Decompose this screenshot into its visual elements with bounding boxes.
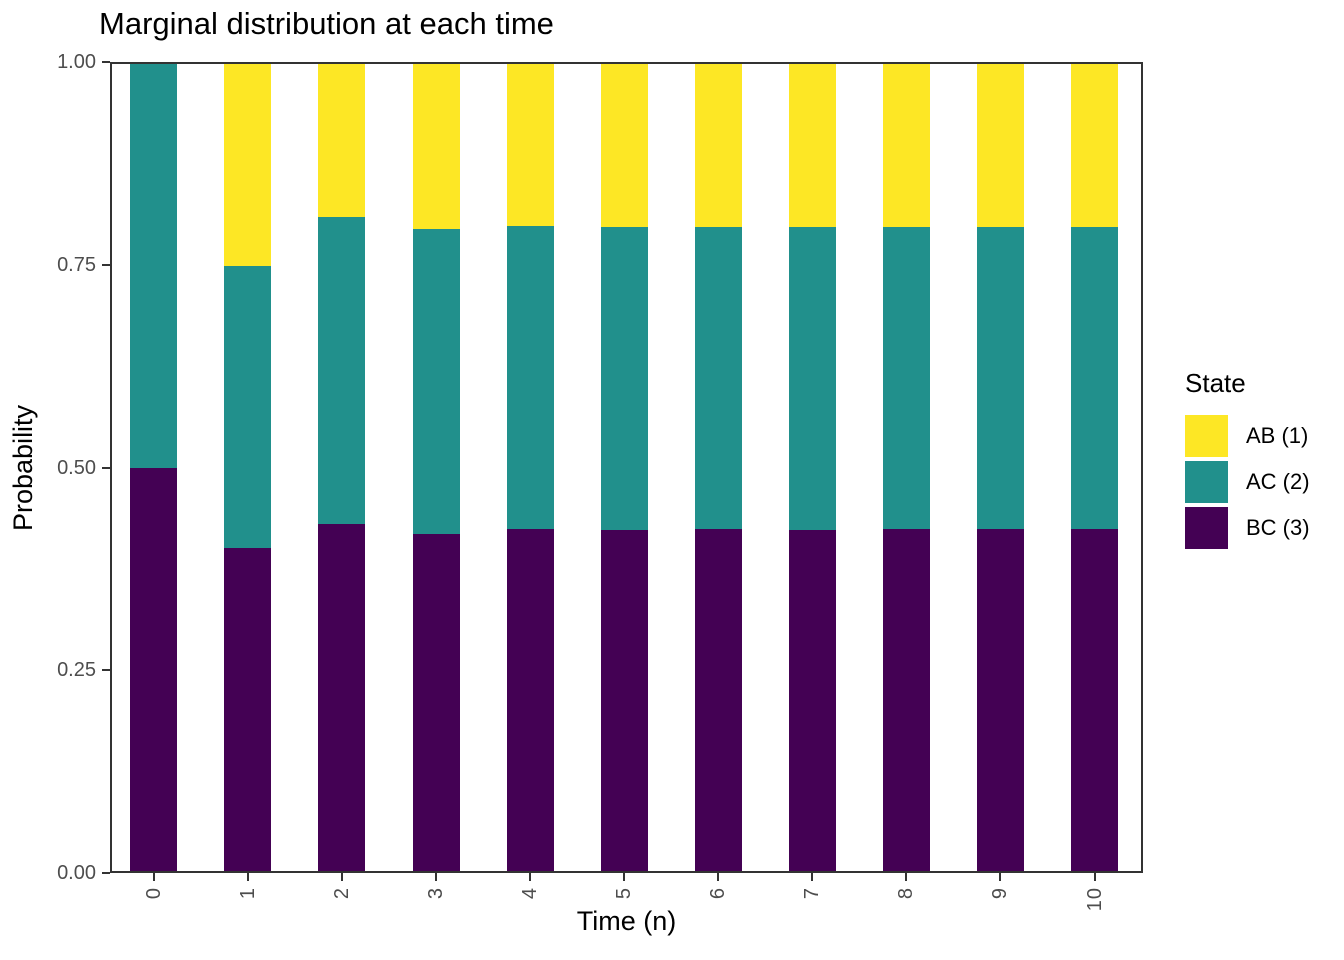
y-axis-title: Probability: [8, 404, 38, 531]
x-tick-label-8: 8: [895, 887, 918, 900]
bar-segment-ab-t5: [600, 63, 648, 228]
legend-swatch-ac: [1185, 461, 1228, 503]
bar-time-7: [788, 63, 836, 871]
x-tick-4: [529, 873, 532, 881]
x-tick-label-9: 9: [989, 887, 1012, 900]
bar-segment-bc-t8: [882, 528, 930, 871]
x-tick-label-1: 1: [236, 887, 259, 900]
legend: State AB (1) AC (2) BC (3): [1185, 368, 1310, 553]
bar-time-5: [600, 63, 648, 871]
bar-time-2: [318, 63, 366, 871]
bar-segment-bc-t2: [318, 523, 366, 871]
x-tick-8: [905, 873, 908, 881]
bar-segment-ac-t0: [130, 63, 178, 468]
y-tick-1.00: [102, 61, 110, 63]
legend-label: AB (1): [1246, 423, 1309, 448]
y-tick-label-1.00: 1.00: [57, 51, 96, 73]
bar-segment-ac-t5: [600, 226, 648, 531]
bar-segment-ac-t6: [694, 226, 742, 530]
legend-label: BC (3): [1246, 515, 1310, 540]
bar-segment-ab-t4: [506, 63, 554, 227]
legend-title: State: [1185, 368, 1246, 398]
x-tick-5: [623, 873, 626, 881]
y-tick-label-0.25: 0.25: [57, 659, 96, 682]
bar-segment-ab-t3: [412, 63, 460, 230]
bar-time-0: [130, 63, 178, 871]
x-tick-7: [811, 873, 814, 881]
bar-time-4: [506, 63, 554, 871]
legend-item-ab: AB (1): [1185, 415, 1310, 457]
x-tick-0: [152, 873, 155, 881]
plot-panel: [110, 62, 1143, 873]
bar-segment-ac-t10: [1071, 226, 1118, 530]
x-tick-10: [1093, 873, 1096, 881]
bar-time-3: [412, 63, 460, 871]
bar-segment-ab-t10: [1071, 63, 1118, 227]
y-tick-0.25: [102, 669, 110, 672]
x-tick-label-2: 2: [330, 887, 353, 900]
x-tick-label-7: 7: [801, 887, 824, 900]
y-tick-label-0.75: 0.75: [57, 253, 96, 276]
y-tick-label-0.00: 0.00: [57, 862, 96, 884]
bar-segment-bc-t9: [976, 528, 1024, 871]
bar-segment-ab-t1: [224, 63, 272, 266]
x-tick-3: [435, 873, 437, 881]
x-tick-2: [340, 873, 343, 881]
bar-time-10: [1071, 63, 1118, 871]
bar-time-9: [976, 63, 1024, 871]
bar-segment-bc-t4: [506, 528, 554, 871]
bar-segment-bc-t5: [600, 529, 648, 871]
bar-segment-ac-t2: [318, 216, 366, 524]
bar-segment-ab-t9: [976, 63, 1024, 227]
bar-time-1: [224, 63, 272, 871]
x-tick-label-0: 0: [142, 887, 165, 900]
y-tick-label-0.50: 0.50: [57, 456, 96, 479]
legend-swatch-bc: [1185, 507, 1228, 549]
bar-segment-bc-t3: [412, 533, 460, 871]
x-tick-label-6: 6: [707, 887, 730, 900]
bar-time-6: [694, 63, 742, 871]
bar-segment-ac-t7: [788, 226, 836, 530]
bar-segment-ab-t2: [318, 63, 366, 218]
bar-segment-ac-t4: [506, 225, 554, 529]
bar-segment-bc-t1: [224, 547, 272, 871]
bar-segment-ac-t9: [976, 226, 1024, 530]
x-tick-9: [999, 873, 1002, 881]
bar-segment-bc-t7: [788, 529, 836, 871]
bar-segment-bc-t10: [1071, 528, 1118, 871]
x-tick-1: [246, 873, 249, 881]
bar-segment-bc-t0: [130, 467, 178, 871]
legend-swatch-ab: [1185, 415, 1228, 457]
bar-segment-ac-t3: [412, 228, 460, 534]
x-tick-label-4: 4: [519, 887, 542, 900]
x-axis-title: Time (n): [576, 906, 677, 936]
plot-title: Marginal distribution at each time: [99, 6, 554, 41]
y-tick-0.00: [102, 872, 110, 874]
legend-item-ac: AC (2): [1185, 461, 1310, 503]
x-tick-label-3: 3: [425, 887, 447, 900]
bar-segment-ac-t8: [882, 226, 930, 530]
y-tick-0.75: [102, 263, 110, 266]
x-tick-6: [717, 873, 720, 881]
bar-segment-ac-t1: [224, 265, 272, 549]
bar-time-8: [882, 63, 930, 871]
x-tick-label-5: 5: [613, 887, 636, 900]
y-tick-0.50: [102, 466, 110, 469]
legend-items: AB (1) AC (2) BC (3): [1185, 415, 1310, 549]
bar-segment-ab-t8: [882, 63, 930, 227]
bar-segment-bc-t6: [694, 528, 742, 871]
legend-item-bc: BC (3): [1185, 507, 1310, 549]
bar-segment-ab-t7: [788, 63, 836, 228]
bar-segment-ab-t6: [694, 63, 742, 227]
legend-label: AC (2): [1246, 469, 1310, 494]
